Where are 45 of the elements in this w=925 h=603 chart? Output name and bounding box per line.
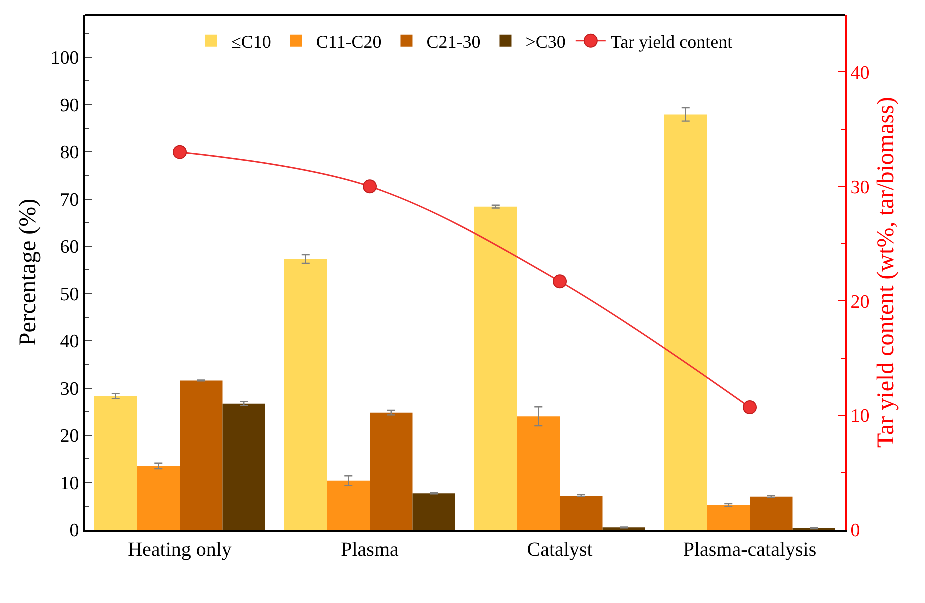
y-tick-label: 100 [50,48,80,70]
y2-tick-label: 10 [850,406,870,428]
y2-tick-label: 40 [850,62,870,84]
y-tick-label: 60 [60,237,80,258]
legend-label: >C30 [526,32,566,52]
y-tick-label: 90 [60,95,80,116]
y2-tick-label: 0 [850,520,860,542]
bar [474,206,518,530]
legend-label: Tar yield content [610,32,733,52]
point [363,180,377,194]
y-tick-label: 80 [60,142,80,164]
bar [517,416,560,530]
x-tick-label: Catalyst [527,539,594,561]
point [743,400,757,415]
point [553,274,567,289]
y-tick-label: 40 [60,332,80,353]
bar [94,396,138,530]
bar [560,496,603,530]
x-tick-label: Heating only [128,539,232,561]
y-tick-label: 0 [70,520,80,542]
y-tick-label: 70 [60,190,80,211]
bar [137,466,180,530]
y2-tick-label: 20 [850,292,870,313]
bar [180,380,223,530]
bar [707,505,750,530]
bar [222,404,266,530]
bar [327,480,370,530]
y-tick-label: 50 [60,284,80,306]
bar [412,494,456,530]
x-tick-label: Plasma-catalysis [683,539,817,561]
point [173,145,187,160]
bar [370,412,413,530]
legend-label: C11-C20 [316,32,382,52]
legend-label: C21-30 [426,32,481,52]
y-tick-label: 30 [60,378,80,400]
y2-axis-title: Tar yield content (wt%, tar/biomass) [874,97,900,448]
legend-label: ≤C10 [232,32,272,52]
bar [664,114,708,530]
y2-tick-label: 30 [850,177,870,198]
bar [750,496,793,530]
bar [284,259,328,530]
x-tick-label: Plasma [341,539,400,561]
y-axis-title: Percentage (%) [15,198,42,346]
y-tick-label: 20 [60,426,80,448]
y-tick-label: 10 [60,473,80,494]
